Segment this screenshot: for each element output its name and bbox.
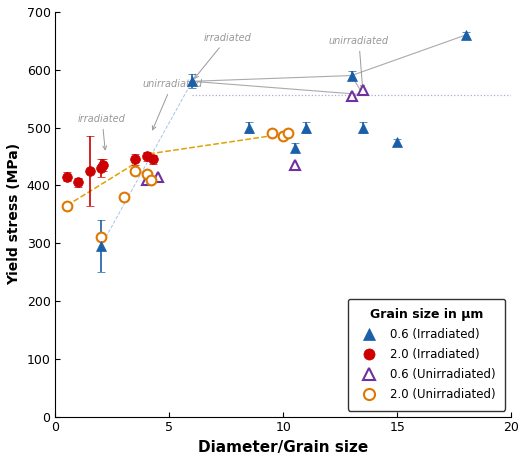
Y-axis label: Yield stress (MPa): Yield stress (MPa) — [7, 143, 21, 286]
Legend: 0.6 (Irradiated), 2.0 (Irradiated), 0.6 (Unirradiated), 2.0 (Unirradiated): 0.6 (Irradiated), 2.0 (Irradiated), 0.6 … — [348, 298, 505, 411]
X-axis label: Diameter/Grain size: Diameter/Grain size — [198, 440, 368, 455]
Text: irradiated: irradiated — [78, 114, 126, 150]
Text: unirradiated: unirradiated — [329, 36, 389, 89]
Text: unirradiated: unirradiated — [142, 79, 202, 130]
Text: irradiated: irradiated — [195, 33, 251, 79]
